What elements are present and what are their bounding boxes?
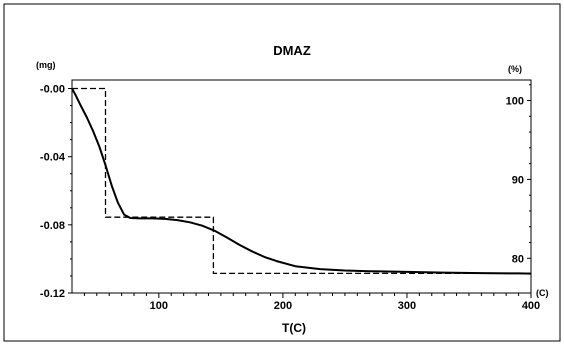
axis-ticks: 100 200 300 400 -0.00 -0.04 -0.08 -0.12 100 90 80: [40, 84, 540, 312]
tg-curve-dashed: [72, 87, 531, 275]
left-tick-label: -0.12: [40, 288, 65, 300]
right-tick-label: 100: [506, 96, 524, 108]
chart-title: DMAZ: [273, 43, 311, 58]
x-tick-label: 300: [398, 300, 416, 312]
left-unit-label: (mg): [36, 60, 56, 70]
x-unit-label: (C): [536, 288, 549, 298]
left-tick-label: -0.08: [40, 220, 65, 232]
right-tick-label: 90: [512, 174, 524, 186]
right-unit-label: (%): [508, 64, 522, 74]
right-tick-label: 80: [512, 253, 524, 265]
series-group: [71, 87, 532, 275]
left-tick-label: -0.00: [40, 84, 65, 96]
x-tick-label: 400: [522, 300, 540, 312]
dtg-curve-solid: [71, 88, 532, 275]
x-tick-label: 200: [274, 300, 292, 312]
figure-border: [3, 3, 561, 342]
left-tick-label: -0.04: [40, 152, 66, 164]
x-tick-label: 100: [150, 300, 168, 312]
plot-area: [71, 79, 532, 294]
x-axis-label: T(C): [282, 321, 306, 335]
